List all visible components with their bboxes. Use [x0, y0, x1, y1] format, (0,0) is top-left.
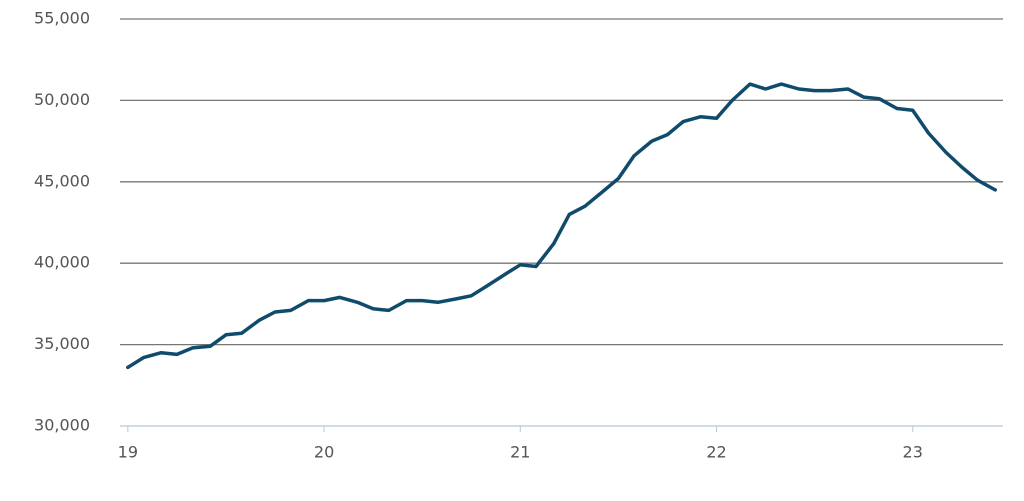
y-tick-label: 30,000 [34, 416, 90, 435]
y-tick-label: 35,000 [34, 334, 90, 353]
x-tick-label: 20 [314, 443, 334, 462]
x-tick-label: 21 [510, 443, 530, 462]
data-line [126, 82, 997, 370]
x-tick-label: 23 [903, 443, 923, 462]
x-tick-label: 22 [706, 443, 726, 462]
y-tick-label: 40,000 [34, 253, 90, 272]
y-tick-label: 45,000 [34, 171, 90, 190]
y-tick-label: 55,000 [34, 9, 90, 28]
y-tick-label: 50,000 [34, 90, 90, 109]
x-tick-label: 19 [118, 443, 138, 462]
